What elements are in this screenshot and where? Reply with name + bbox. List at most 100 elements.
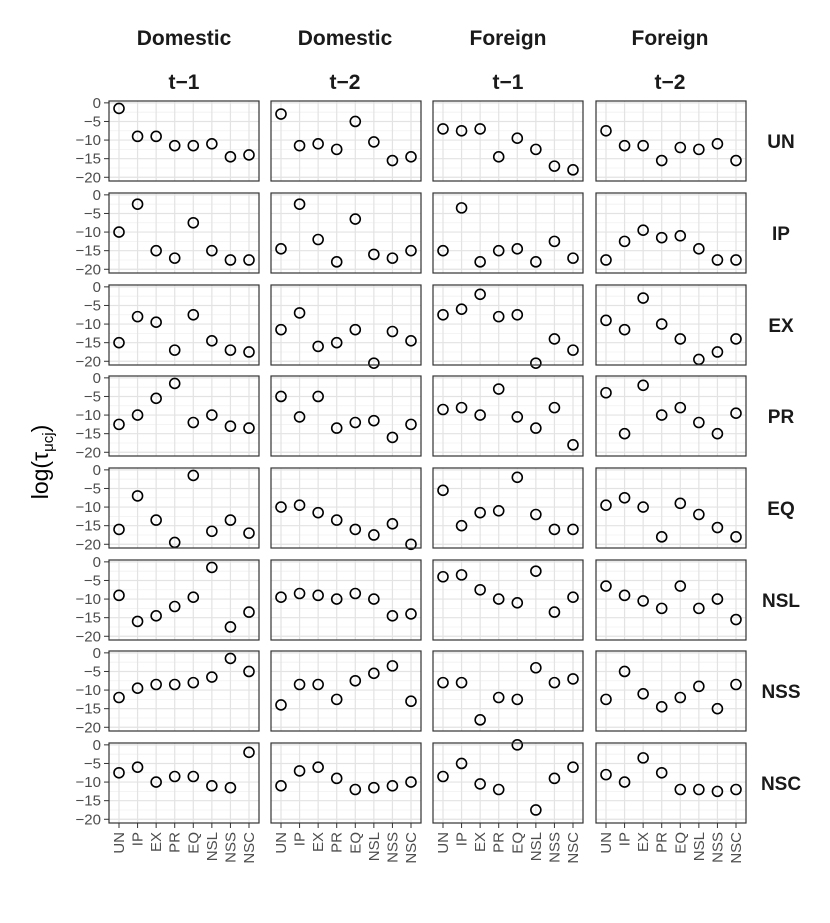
panel-border: [108, 284, 260, 366]
data-point-PR-UN: [113, 418, 125, 431]
x-tick-label-UN: UN: [435, 832, 452, 854]
panel-NSC-col3: [432, 739, 584, 824]
y-tick-label: −5: [84, 388, 101, 405]
data-point-NSL-NSS: [224, 621, 237, 633]
column-strip-titles: Domestic t−1 Domestic t−2 Foreign t−1 Fo…: [137, 27, 709, 94]
data-point-NSL-NSL: [693, 602, 705, 615]
data-point-IP-EQ: [674, 229, 687, 242]
data-point-PR-UN: [437, 403, 449, 416]
panel-background: [433, 376, 583, 456]
y-tick-label: −10: [76, 224, 101, 241]
data-point-UN-IP: [131, 130, 144, 143]
y-tick-label: −15: [76, 243, 101, 260]
data-point-NSC-EX: [312, 761, 324, 773]
data-point-UN-EQ: [187, 139, 200, 152]
data-point-NSS-EX: [150, 678, 162, 691]
panel-border: [108, 100, 260, 182]
data-point-NSS-UN: [600, 693, 612, 706]
panel-NSS-col4: [595, 650, 747, 732]
x-tick-label-IP: IP: [454, 832, 471, 846]
data-point-PR-EX: [637, 379, 649, 392]
data-point-NSC-EQ: [187, 770, 200, 783]
x-tick-label-UN: UN: [598, 832, 615, 854]
panels: [108, 100, 747, 824]
x-tick-label-EQ: EQ: [347, 832, 364, 854]
data-point-UN-PR: [655, 154, 668, 167]
panel-PR-col4: [595, 375, 747, 457]
data-point-EQ-NSS: [386, 518, 399, 530]
y-tick-label: −15: [76, 426, 101, 443]
panel-background: [596, 743, 746, 823]
data-point-NSL-PR: [168, 600, 181, 613]
data-point-PR-NSS: [224, 420, 237, 433]
data-point-NSL-EX: [474, 583, 486, 596]
row-strip-titles: UN IP EX PR EQ NSL NSS NSC: [761, 132, 801, 795]
data-point-NSC-NSC: [567, 761, 579, 773]
data-point-UN-NSS: [224, 151, 237, 163]
panel-IP-col2: [270, 192, 422, 274]
x-tick-label-NSS: NSS: [546, 832, 563, 863]
panel-EX-col1: [108, 284, 260, 366]
data-point-IP-EQ: [349, 213, 362, 225]
data-point-EX-EQ: [187, 308, 200, 321]
data-point-EX-NSS: [548, 333, 561, 345]
y-tick-label: −5: [84, 572, 101, 589]
data-point-NSC-UN: [275, 779, 287, 792]
data-point-NSS-EX: [474, 714, 486, 726]
panel-background: [433, 560, 583, 640]
data-point-NSC-NSS: [711, 785, 724, 798]
data-point-IP-EQ: [511, 243, 524, 255]
column-title-1-line1: Domestic: [137, 27, 232, 50]
data-point-EX-EX: [637, 292, 649, 304]
data-point-NSC-NSC: [730, 783, 742, 796]
data-point-IP-NSC: [567, 252, 579, 264]
data-point-IP-PR: [492, 244, 505, 257]
panel-border: [108, 650, 260, 732]
data-point-IP-UN: [275, 243, 287, 255]
data-point-NSL-NSL: [530, 565, 542, 577]
data-point-PR-IP: [455, 401, 468, 414]
data-point-PR-PR: [168, 377, 181, 390]
y-tick-label: −5: [84, 205, 101, 222]
x-tick-label-PR: PR: [654, 832, 671, 853]
data-point-NSS-NSL: [530, 661, 542, 674]
panel-background: [109, 560, 259, 640]
x-tick-label-EX: EX: [310, 832, 327, 852]
data-point-UN-EX: [637, 139, 649, 152]
data-point-NSS-PR: [492, 691, 505, 704]
data-point-EQ-IP: [131, 490, 144, 502]
data-point-EQ-IP: [455, 519, 468, 532]
data-point-EX-NSC: [405, 335, 417, 347]
panel-background: [271, 101, 421, 181]
data-point-NSS-NSL: [693, 680, 705, 693]
panel-background: [596, 560, 746, 640]
data-point-UN-EQ: [349, 115, 362, 128]
panel-background: [596, 101, 746, 181]
panel-border: [270, 559, 422, 641]
panel-border: [432, 742, 584, 824]
x-tick-label-NSL: NSL: [366, 832, 383, 861]
y-tick-label: −20: [76, 353, 101, 370]
data-point-IP-UN: [600, 254, 612, 266]
data-point-NSS-EQ: [187, 676, 200, 689]
data-point-NSS-IP: [455, 676, 468, 689]
data-point-IP-NSS: [548, 235, 561, 248]
data-point-UN-NSC: [243, 149, 255, 161]
y-tick-label: −10: [76, 774, 101, 791]
data-point-PR-PR: [330, 422, 343, 434]
data-point-NSL-NSS: [386, 610, 399, 622]
y-tick-label: −5: [84, 113, 101, 130]
panel-background: [596, 651, 746, 731]
data-point-NSL-PR: [492, 593, 505, 605]
panel-background: [271, 376, 421, 456]
y-tick-label: −20: [76, 811, 101, 828]
x-tick-label-NSS: NSS: [709, 832, 726, 863]
data-point-NSL-UN: [275, 591, 287, 604]
data-point-PR-NSS: [548, 401, 561, 414]
panel-background: [109, 468, 259, 548]
data-point-PR-NSS: [711, 427, 724, 440]
data-point-NSC-EQ: [349, 783, 362, 796]
row-title-IP: IP: [772, 224, 790, 245]
panel-UN-col3: [432, 100, 584, 182]
data-point-UN-PR: [492, 151, 505, 163]
